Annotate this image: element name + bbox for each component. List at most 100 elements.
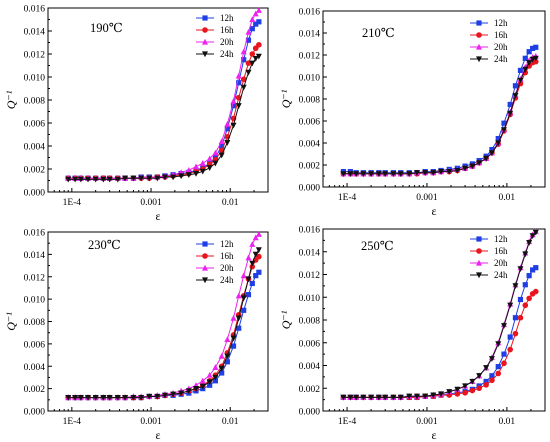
data-point: [241, 57, 247, 63]
x-tick-label: 1E-4: [338, 417, 357, 427]
data-point: [500, 127, 507, 133]
data-point: [512, 83, 519, 89]
y-tick-label: 0.004: [299, 362, 321, 372]
y-tick-label: 0.016: [299, 226, 321, 236]
legend-label: 12h: [220, 13, 234, 23]
y-tick-label: 0.010: [24, 296, 46, 306]
data-point: [219, 143, 225, 149]
legend-label: 12h: [494, 234, 508, 244]
data-point: [212, 149, 219, 156]
legend-marker: [476, 56, 482, 63]
y-tick-label: 0.002: [24, 166, 46, 176]
data-point: [532, 288, 539, 295]
legend-marker: [202, 27, 208, 33]
data-point: [462, 390, 468, 396]
data-point: [255, 231, 262, 237]
data-point: [413, 393, 420, 400]
y-tick-label: 0.002: [24, 385, 46, 395]
y-tick-label: 0.008: [24, 318, 46, 328]
y-tick-label: 0.004: [24, 143, 46, 153]
data-point: [193, 386, 200, 392]
data-point: [495, 140, 502, 147]
data-point: [438, 391, 445, 398]
series-line: [68, 271, 260, 399]
data-point: [240, 272, 247, 279]
legend-label: 24h: [494, 270, 508, 280]
data-point: [235, 315, 242, 322]
data-point: [106, 394, 113, 401]
series-24h: [65, 53, 262, 183]
data-point: [92, 176, 99, 183]
data-point: [353, 394, 360, 401]
data-point: [526, 273, 532, 279]
data-point: [212, 364, 219, 370]
y-tick-label: 0.010: [299, 74, 321, 84]
legend: 12h 16h 20h 24h: [470, 234, 508, 280]
y-tick-label: 0.010: [299, 294, 321, 304]
data-point: [122, 175, 129, 182]
data-point: [245, 37, 252, 43]
data-point: [522, 282, 528, 288]
panel-title: 210℃: [362, 26, 395, 40]
data-point: [65, 176, 72, 183]
data-point: [77, 176, 84, 183]
legend-marker: [202, 241, 208, 247]
y-axis-title: Q⁻¹: [279, 310, 293, 329]
chart-panel-1: 0.000 0.002 0.004 0.006 0.008 0.010 0.012 0.014…: [4, 5, 269, 223]
data-point: [245, 69, 252, 76]
legend-marker: [202, 38, 208, 45]
x-tick-label: 1E-4: [338, 193, 357, 203]
x-tick-label: 1E-4: [63, 198, 82, 208]
data-point: [368, 171, 375, 177]
data-point: [252, 234, 259, 241]
y-tick-label: 0.006: [24, 340, 46, 350]
data-point: [507, 101, 513, 108]
x-tick-label: 0.01: [499, 417, 516, 427]
x-tick-label: 0.01: [222, 198, 239, 208]
legend-label: 16h: [220, 25, 234, 35]
data-point: [185, 166, 192, 173]
x-tick-label: 0.01: [222, 417, 239, 427]
data-point: [106, 176, 113, 183]
data-point: [446, 169, 453, 175]
data-point: [236, 80, 242, 86]
data-point: [199, 168, 206, 175]
legend: 12h 16h 20h 24h: [196, 239, 234, 285]
data-point: [517, 266, 524, 273]
data-point: [522, 302, 529, 309]
data-point: [193, 171, 200, 177]
data-point: [462, 165, 469, 172]
legend-marker: [476, 248, 482, 254]
data-point: [252, 251, 259, 258]
data-point: [526, 240, 533, 246]
data-point: [256, 269, 262, 275]
y-tick-label: 0.004: [299, 140, 321, 150]
data-point: [454, 391, 461, 397]
y-tick-label: 0.012: [24, 273, 46, 283]
data-point: [224, 353, 231, 360]
data-point: [495, 136, 501, 142]
data-point: [495, 364, 501, 370]
x-tick-label: 0.001: [140, 417, 162, 427]
data-point: [100, 394, 107, 401]
x-tick-label: 0.001: [416, 193, 438, 203]
data-point: [256, 19, 262, 25]
y-tick-label: 0.014: [299, 30, 321, 40]
data-point: [382, 394, 389, 401]
data-point: [532, 58, 539, 65]
data-point: [240, 84, 247, 91]
data-point: [507, 334, 513, 340]
data-point: [454, 386, 461, 393]
data-point: [507, 346, 513, 353]
data-point: [178, 390, 185, 397]
data-point: [517, 296, 524, 303]
legend-label: 16h: [494, 246, 508, 256]
data-point: [249, 51, 256, 57]
legend-label: 24h: [220, 275, 234, 285]
data-point: [526, 295, 532, 302]
data-point: [517, 314, 524, 321]
data-point: [390, 171, 397, 177]
data-point: [483, 378, 489, 385]
data-point: [219, 370, 225, 376]
